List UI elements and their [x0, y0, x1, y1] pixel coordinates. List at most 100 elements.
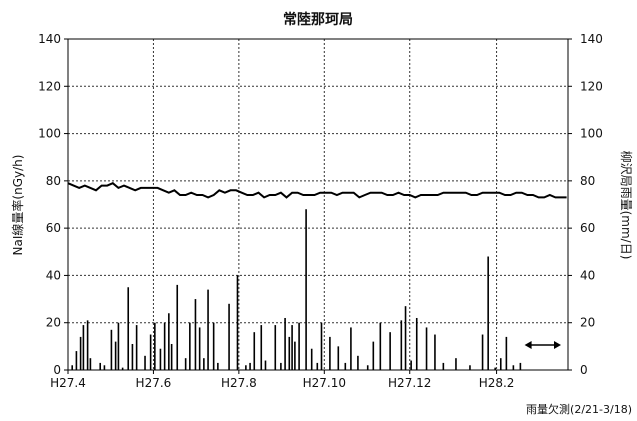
x-axis: H27.4 H27.6 H27.8 H27.10 H27.12 H28.2	[50, 370, 514, 390]
y-tick-label-right: 120	[580, 79, 603, 93]
rain-bar	[110, 329, 113, 370]
rain-bar	[329, 336, 331, 370]
x-tick-label: H27.6	[136, 376, 172, 390]
x-tick-label: H27.12	[388, 376, 431, 390]
rain-bar	[149, 334, 152, 370]
y-tick-label-right: 20	[580, 316, 595, 330]
y-tick-label-right: 80	[580, 174, 595, 188]
rain-bar	[114, 341, 117, 370]
rain-bar	[505, 336, 508, 370]
y-tick-label-right: 140	[580, 32, 603, 46]
y-tick-label-left: 120	[38, 79, 61, 93]
rain-bar	[89, 358, 92, 370]
rain-bar	[228, 303, 230, 370]
rain-bar	[207, 289, 209, 370]
rain-bar	[404, 306, 407, 370]
rain-bar	[274, 325, 277, 370]
dose-rate-line	[67, 182, 567, 199]
y-tick-label-left: 40	[46, 268, 61, 282]
rain-bar	[253, 332, 256, 370]
rain-bar	[310, 348, 313, 370]
y-axis-right-label: 柳沢局雨量(mm/日)	[619, 151, 633, 260]
rain-bar	[379, 322, 382, 370]
rain-bar	[344, 362, 347, 370]
rain-bar	[194, 299, 197, 370]
y-tick-label-left: 20	[46, 316, 61, 330]
rain-bar	[245, 365, 247, 370]
rain-bar	[103, 365, 106, 370]
rain-bar	[499, 358, 502, 370]
rain-bar	[99, 362, 102, 370]
rain-bar	[212, 322, 215, 370]
rain-bar	[198, 327, 201, 370]
grid	[68, 39, 568, 370]
rain-bar	[487, 256, 489, 370]
rain-bar	[425, 327, 428, 370]
rain-bar	[316, 362, 319, 370]
rain-bar	[135, 325, 138, 370]
rain-bar	[117, 322, 120, 370]
rain-bar	[176, 284, 179, 370]
rain-bar	[305, 209, 307, 370]
x-tick-label: H28.2	[479, 376, 515, 390]
rain-bar	[357, 355, 359, 370]
y-tick-label-left: 100	[38, 127, 61, 141]
rain-bar	[127, 287, 130, 370]
y-tick-label-right: 40	[580, 268, 595, 282]
rain-bar	[512, 365, 515, 370]
missing-period-arrow	[524, 341, 561, 349]
chart-title: 常陸那珂局	[283, 11, 353, 28]
rain-bar	[389, 332, 391, 370]
x-tick-label: H27.8	[221, 376, 257, 390]
rainfall-bars	[71, 209, 522, 370]
rain-bar	[189, 322, 191, 370]
rain-bar	[481, 334, 484, 370]
missing-arrow-head-left	[524, 341, 532, 349]
rain-bar	[264, 360, 267, 370]
x-tick-label: H27.4	[50, 376, 86, 390]
rain-bar	[203, 358, 205, 370]
rain-bar	[494, 367, 496, 370]
rain-bar	[434, 334, 436, 370]
rain-bar	[400, 320, 403, 370]
missing-arrow-head-right	[553, 341, 561, 349]
rain-bar	[320, 322, 323, 370]
rain-bar	[184, 358, 187, 370]
rain-bar	[284, 317, 286, 370]
rain-bar	[82, 325, 85, 370]
rain-bar	[121, 367, 124, 370]
y-tick-label-left: 140	[38, 32, 61, 46]
rain-bar	[168, 313, 170, 370]
rain-bar	[79, 336, 82, 370]
rain-bar	[217, 362, 219, 370]
rain-bar	[159, 348, 162, 370]
y-axis-left-label: NaI線量率(nGy/h)	[10, 155, 25, 256]
y-tick-label-left: 0	[53, 363, 61, 377]
rain-bar	[288, 336, 291, 370]
rain-bar	[366, 365, 369, 370]
rain-bar	[294, 341, 296, 370]
rain-bar	[415, 317, 418, 370]
rain-bar	[337, 346, 340, 370]
dose-rate-series	[67, 182, 567, 199]
rain-bar	[291, 325, 293, 370]
y-axis-left: 0 20 40 60 80 100 120 140	[38, 32, 68, 377]
rain-bar	[455, 358, 457, 370]
rain-bar	[154, 322, 156, 370]
rain-bar	[410, 360, 412, 370]
rain-bar	[163, 322, 166, 370]
rain-bar	[170, 343, 173, 370]
rain-bar	[260, 325, 263, 370]
y-tick-label-left: 80	[46, 174, 61, 188]
rain-bar	[298, 322, 300, 370]
rain-bar	[75, 351, 78, 370]
rain-bar	[144, 355, 146, 370]
rain-bar	[519, 362, 522, 370]
rain-bar	[372, 341, 375, 370]
y-axis-right: 0 20 40 60 80 100 120 140	[568, 32, 603, 377]
x-tick-label: H27.10	[303, 376, 346, 390]
rain-bar	[350, 327, 352, 370]
rain-bar	[86, 320, 89, 370]
rain-bar	[71, 365, 74, 370]
